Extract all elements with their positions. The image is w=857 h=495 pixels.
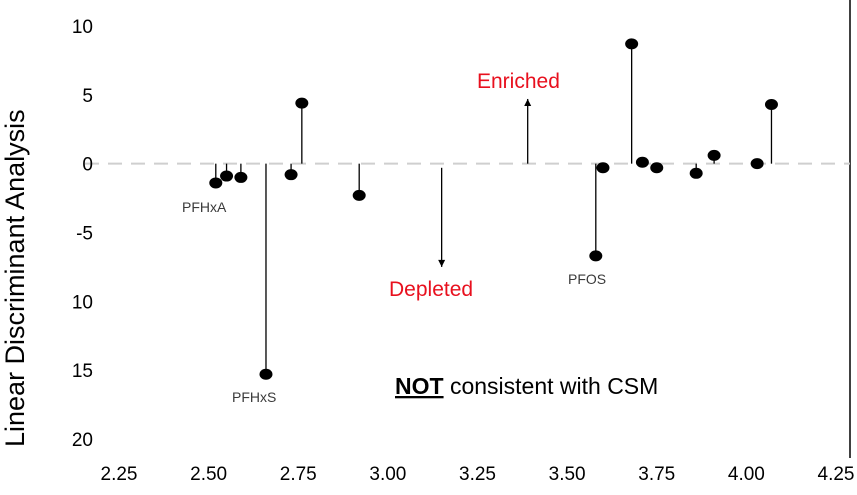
pfhxs-label: PFHxS xyxy=(232,389,276,405)
data-point xyxy=(764,98,778,110)
y-tick-label: 10 xyxy=(72,17,93,38)
x-tick-label: 3.25 xyxy=(459,464,496,485)
csm-note-bold: NOT xyxy=(395,373,444,399)
x-tick-label: 2.75 xyxy=(280,464,317,485)
x-tick-label: 4.00 xyxy=(728,464,765,485)
x-tick-label: 2.50 xyxy=(190,464,227,485)
y-axis-label-group: Linear Discriminant Analysis xyxy=(0,109,30,447)
data-point xyxy=(650,162,664,174)
plot-area xyxy=(85,0,851,458)
y-tick-label: 15 xyxy=(72,361,93,382)
data-points xyxy=(209,38,778,380)
x-tick-label: 3.50 xyxy=(549,464,586,485)
data-point xyxy=(625,38,639,50)
data-point xyxy=(295,97,309,109)
data-point xyxy=(259,368,273,380)
enriched-label: Enriched xyxy=(477,70,560,93)
y-tick-label: 10 xyxy=(72,292,93,313)
annotations: Enriched Depleted PFHxA PFHxS PFOS NOT c… xyxy=(182,70,658,405)
y-tick-label: 0 xyxy=(82,155,93,176)
y-axis-label: Linear Discriminant Analysis xyxy=(0,109,30,447)
pfos-label: PFOS xyxy=(568,271,606,287)
x-tick-label: 3.00 xyxy=(369,464,406,485)
x-axis-ticks: 2.25 2.50 2.75 3.00 3.25 3.50 3.75 4.00 4.25 xyxy=(101,464,855,485)
y-tick-label: 20 xyxy=(72,430,93,451)
csm-note-rest: consistent with CSM xyxy=(444,373,659,399)
data-point xyxy=(750,158,764,170)
direction-arrows xyxy=(438,98,532,267)
x-tick-label: 3.75 xyxy=(638,464,675,485)
data-point xyxy=(220,170,234,182)
data-point xyxy=(707,149,721,161)
data-point xyxy=(689,167,703,179)
data-point xyxy=(209,177,223,189)
data-point xyxy=(589,250,603,262)
x-tick-label: 4.25 xyxy=(818,464,855,485)
arrow-up-icon xyxy=(524,98,532,106)
x-tick-label: 2.25 xyxy=(101,464,138,485)
y-tick-label: -5 xyxy=(76,224,93,245)
csm-note: NOT consistent with CSM xyxy=(395,373,658,399)
data-point xyxy=(234,171,248,183)
data-point xyxy=(284,169,298,181)
y-tick-label: 5 xyxy=(82,86,93,107)
data-point xyxy=(596,162,610,174)
depleted-label: Depleted xyxy=(389,278,473,301)
data-point xyxy=(352,189,366,201)
arrow-down-icon xyxy=(438,259,446,267)
pfhxa-label: PFHxA xyxy=(182,199,227,215)
data-point xyxy=(635,156,649,168)
y-axis-ticks: 10 5 0 -5 10 15 20 xyxy=(72,17,93,451)
stem-lines xyxy=(215,43,773,375)
